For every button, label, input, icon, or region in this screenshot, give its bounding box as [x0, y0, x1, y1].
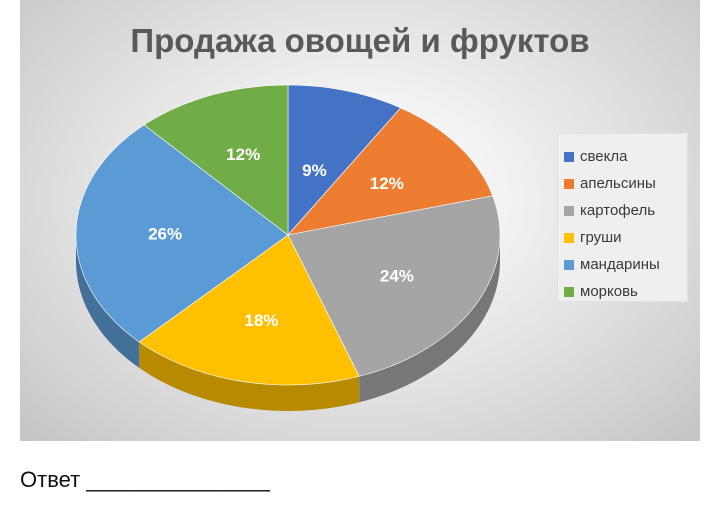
chart-area: Продажа овощей и фруктов 9% 12% 24% 18% 26% 1… — [20, 0, 700, 441]
pie-slice-2 — [287, 195, 501, 377]
pie-label-4: 26% — [148, 225, 182, 244]
legend-swatch — [564, 178, 574, 189]
pie-side-2 — [359, 235, 500, 403]
chart-title: Продажа овощей и фруктов — [130, 22, 590, 59]
legend-label: груши — [580, 229, 622, 246]
answer-line: Ответ _______________ — [20, 467, 270, 492]
legend-label: апельсины — [580, 175, 656, 192]
pie-label-2: 24% — [380, 266, 414, 285]
legend-item: апельсины — [564, 170, 687, 197]
legend-label: морковь — [580, 283, 638, 300]
legend-label: свекла — [580, 148, 628, 165]
legend-swatch — [564, 259, 574, 270]
pie-slices — [75, 84, 501, 386]
legend-swatch — [564, 286, 574, 297]
legend-swatch — [564, 232, 574, 243]
legend-label: картофель — [580, 202, 656, 219]
pie-slice-5 — [143, 84, 289, 236]
pie-slice-4 — [75, 124, 289, 343]
pie-slice-3 — [138, 234, 360, 386]
pie-side-3 — [139, 341, 360, 411]
pie-label-0: 9% — [302, 161, 327, 180]
legend-item: свекла — [564, 143, 687, 170]
pie-slice-0 — [287, 84, 402, 236]
pie-side-4 — [76, 235, 140, 368]
pie-data-labels: 9% 12% 24% 18% 26% 12% — [148, 145, 414, 330]
legend-swatch — [564, 151, 574, 162]
legend-label: мандарины — [580, 256, 660, 273]
legend-item: картофель — [564, 197, 687, 224]
pie-label-1: 12% — [370, 174, 404, 193]
pie-label-5: 12% — [226, 145, 260, 164]
legend-item: груши — [564, 224, 687, 251]
pie-side-walls — [76, 235, 500, 411]
pie-chart: 9% 12% 24% 18% 26% 12% — [75, 84, 501, 411]
legend-swatch — [564, 205, 574, 216]
legend-item: морковь — [564, 278, 687, 305]
pie-slice-1 — [287, 107, 494, 236]
legend-item: мандарины — [564, 251, 687, 278]
chart-legend: свекла апельсины картофель груши мандарины мо… — [557, 133, 688, 302]
pie-label-3: 18% — [244, 311, 278, 330]
